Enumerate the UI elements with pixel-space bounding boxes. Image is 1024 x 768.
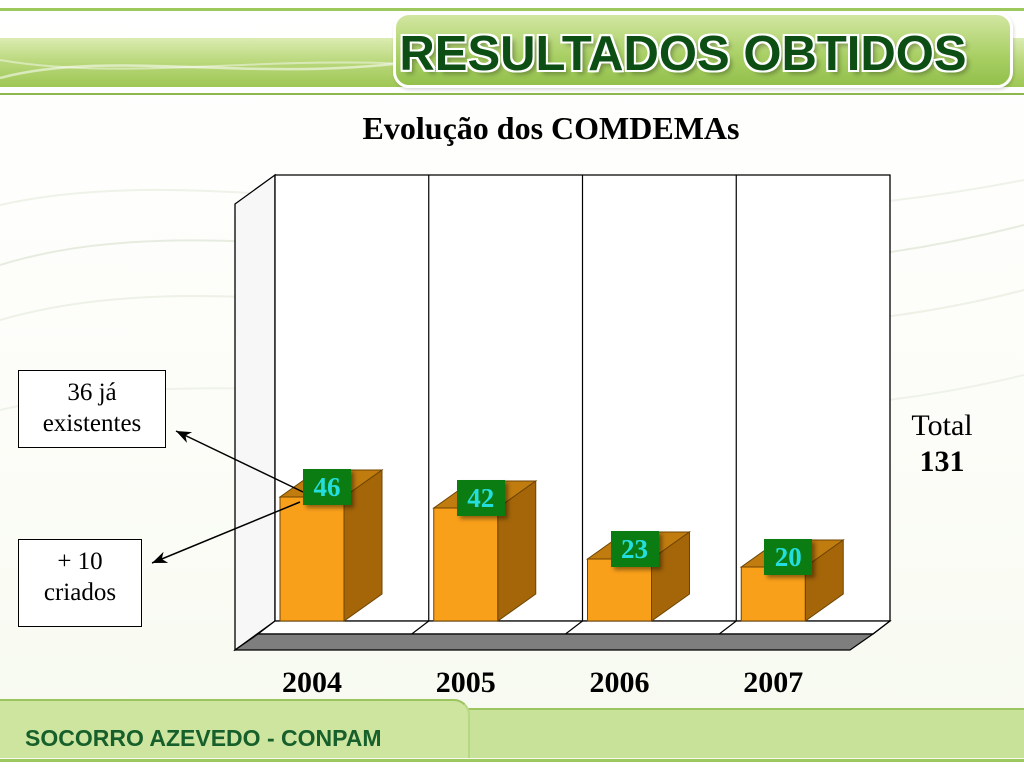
header-band-underline	[0, 93, 1024, 95]
bar-front-face	[587, 558, 652, 622]
total-annotation: Total 131	[888, 408, 996, 480]
chart-axis-tick	[718, 620, 737, 635]
chart-axis-tick	[411, 620, 430, 635]
header-top-line	[0, 8, 1024, 11]
slide-header-title: RESULTADOS OBTIDOS	[399, 27, 967, 81]
chart-title: Evolução dos COMDEMAs	[362, 110, 740, 146]
chart-3d-geometry	[233, 173, 892, 652]
chart-axis-tick	[565, 620, 583, 635]
callout-created-text: + 10 criados	[43, 548, 117, 606]
callout-existing-box: 36 já existentes	[18, 370, 166, 448]
bar-front-face	[279, 496, 345, 622]
chart-side-wall	[234, 173, 276, 652]
arrow-to-callout-created	[151, 501, 301, 564]
chart-floor-front	[233, 633, 875, 651]
total-label: Total	[911, 409, 973, 442]
footer-bottom-white-strip	[0, 762, 1024, 768]
bar-side-face	[343, 469, 383, 622]
callout-created-box: + 10 criados	[18, 539, 142, 627]
arrow-to-callout-existing	[175, 430, 304, 493]
total-value: 131	[919, 445, 965, 478]
chart-axis-tick	[872, 620, 891, 635]
header-title-plate	[393, 12, 1013, 88]
bar-front-face	[740, 566, 806, 622]
footer-author: SOCORRO AZEVEDO - CONPAM	[25, 725, 382, 751]
footer-bottom-line	[0, 759, 1024, 762]
callout-existing-text: 36 já existentes	[42, 379, 142, 437]
footer-tab	[0, 699, 470, 758]
bar-front-face	[433, 507, 499, 622]
